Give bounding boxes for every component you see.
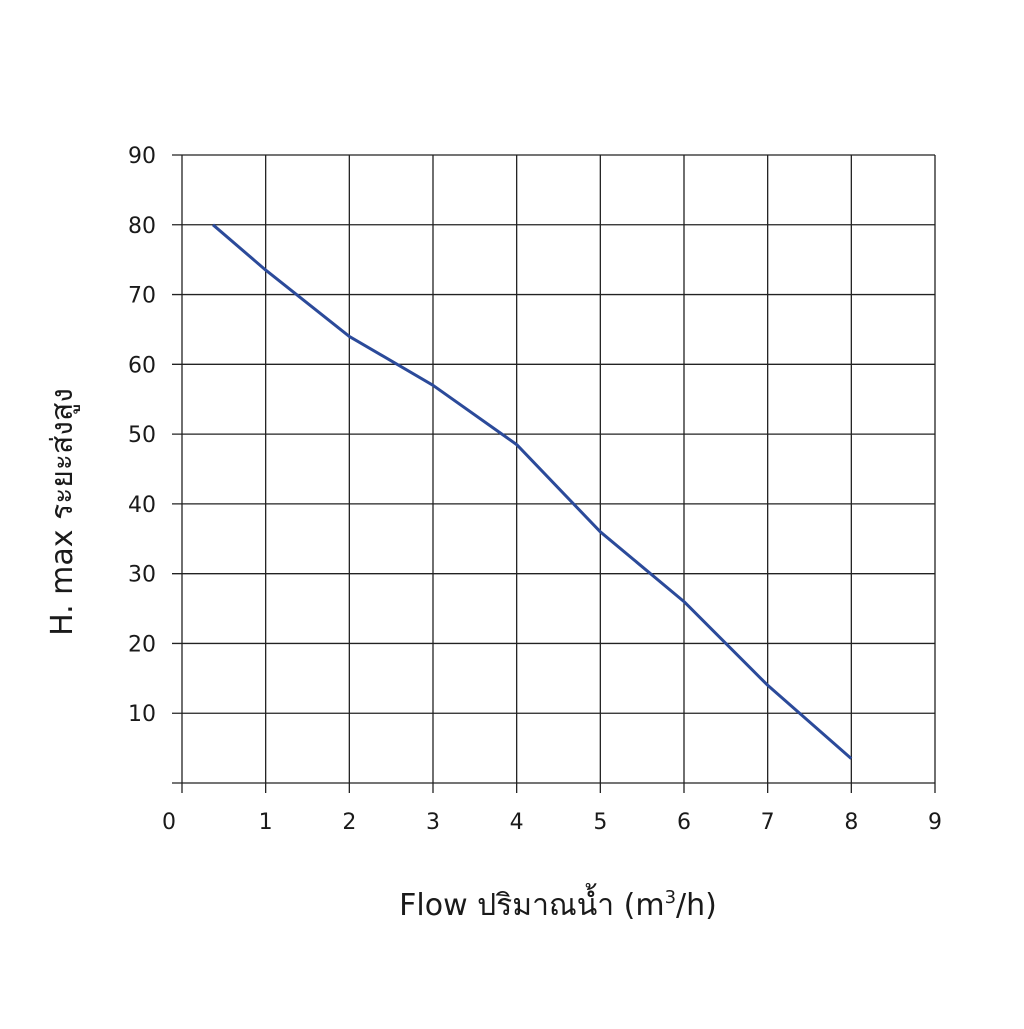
- x-tick-label: 3: [426, 810, 440, 835]
- y-tick-label: 20: [128, 632, 156, 657]
- grid: [172, 154, 936, 793]
- plot-area: [212, 223, 853, 760]
- y-axis-title: H. max ระยะส่งสูง: [45, 388, 80, 636]
- x-tick-label: 0: [162, 810, 176, 835]
- x-tick-label: 9: [928, 810, 942, 835]
- x-tick-label: 4: [510, 810, 524, 835]
- y-tick-label: 70: [128, 284, 156, 309]
- x-tick-label: 1: [259, 810, 273, 835]
- x-tick-labels: 0 1 2 3 4 5 6 7 8 9: [162, 810, 942, 835]
- y-tick-label: 30: [128, 563, 156, 588]
- y-tick-label: 40: [128, 493, 156, 518]
- x-tick-label: 7: [761, 810, 775, 835]
- y-tick-label: 60: [128, 353, 156, 378]
- x-tick-label: 6: [677, 810, 691, 835]
- x-tick-label: 2: [342, 810, 356, 835]
- y-tick-labels: 10 20 30 40 50 60 70 80 90: [128, 144, 156, 727]
- y-tick-label: 10: [128, 702, 156, 727]
- y-tick-label: 90: [128, 144, 156, 169]
- y-tick-label: 80: [128, 214, 156, 239]
- y-tick-label: 50: [128, 423, 156, 448]
- x-axis-title: Flow ปริมาณน้ำ (m3/h): [399, 883, 717, 923]
- x-tick-label: 5: [593, 810, 607, 835]
- series-line: [212, 223, 853, 760]
- x-tick-label: 8: [844, 810, 858, 835]
